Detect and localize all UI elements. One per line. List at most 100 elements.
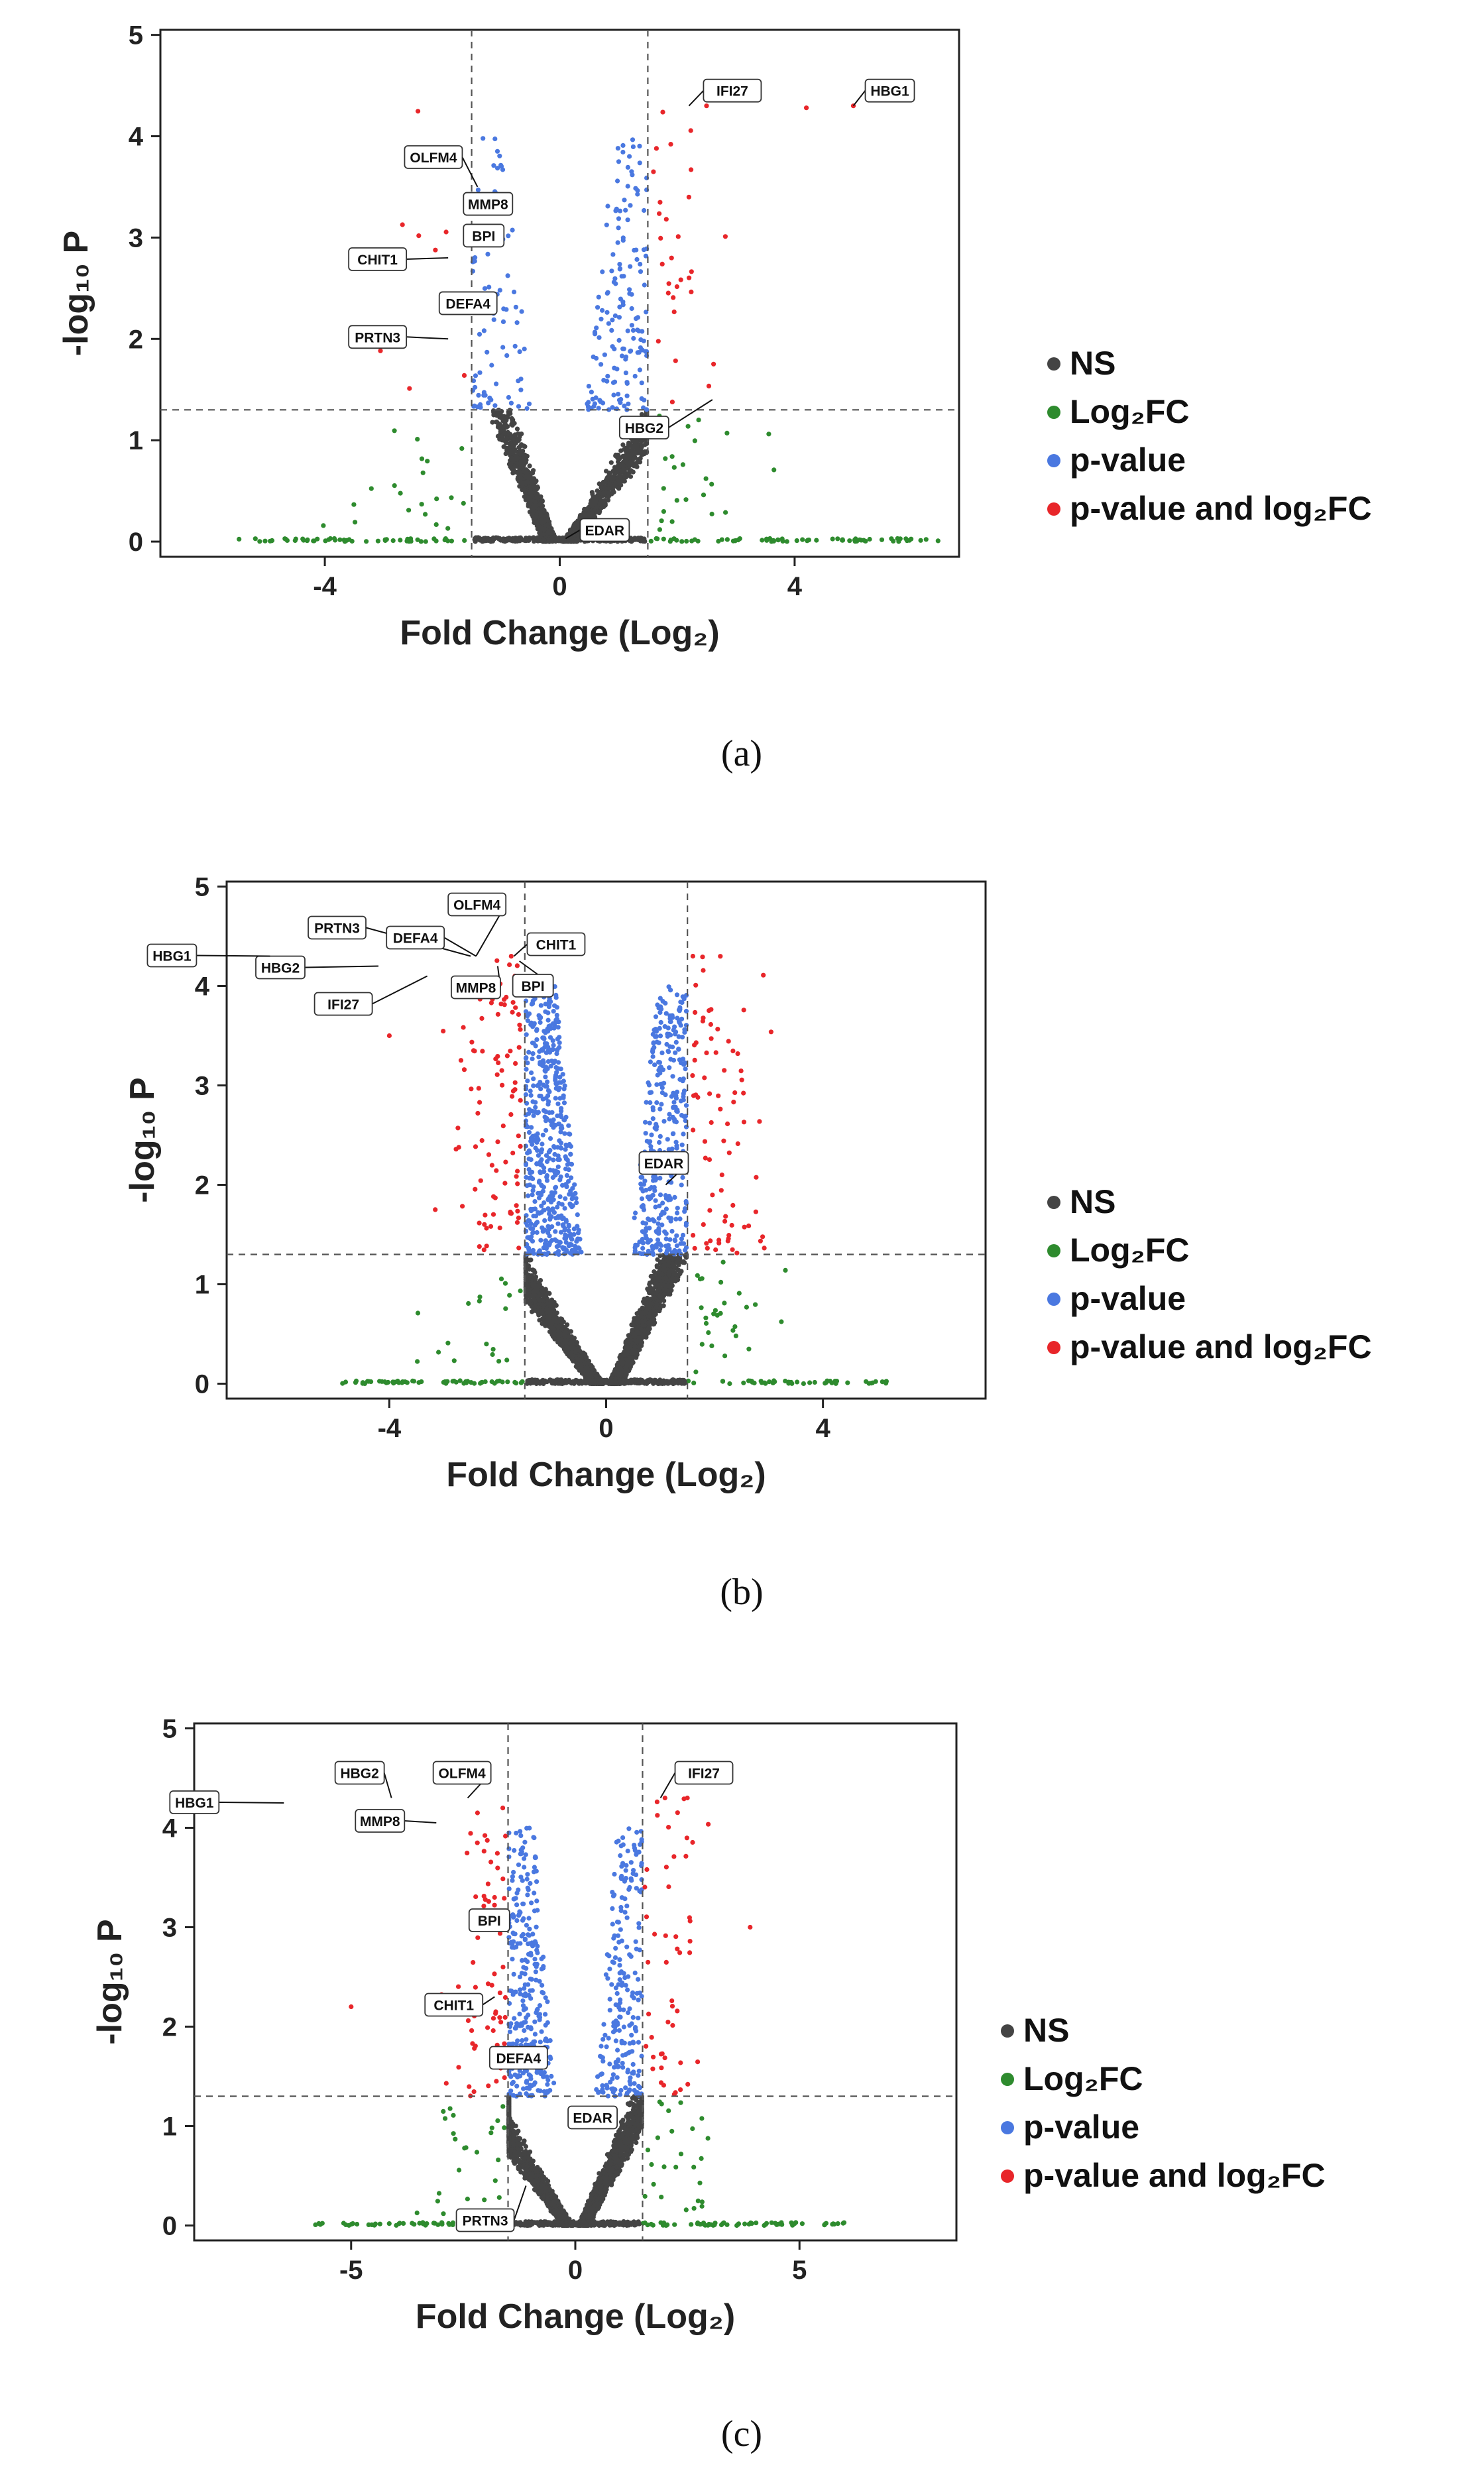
data-point [891, 538, 896, 544]
data-point [693, 1369, 699, 1375]
data-point [461, 500, 466, 506]
data-point [473, 373, 479, 378]
data-point [547, 1329, 553, 1334]
data-point [625, 184, 630, 189]
data-point [530, 506, 535, 512]
data-point [398, 538, 403, 543]
data-point [504, 307, 509, 312]
data-point [534, 514, 539, 519]
data-point [669, 255, 674, 260]
data-point [642, 207, 647, 213]
data-point [651, 1295, 656, 1300]
data-point [814, 538, 819, 543]
data-point [498, 1276, 504, 1281]
data-point [551, 1326, 557, 1332]
data-point [527, 535, 532, 541]
data-point [634, 257, 640, 262]
data-point [301, 538, 306, 543]
data-point [732, 538, 738, 544]
data-point [605, 203, 610, 209]
data-point [716, 538, 721, 544]
data-point [689, 167, 694, 172]
data-point [504, 1358, 510, 1363]
data-point [617, 463, 622, 469]
data-point [433, 538, 439, 544]
data-point [699, 1342, 705, 1347]
data-point [529, 1304, 534, 1309]
data-point [538, 494, 543, 499]
data-point [505, 430, 511, 435]
data-point [592, 329, 598, 335]
data-point [353, 520, 358, 525]
data-point [631, 335, 636, 341]
data-point [689, 269, 694, 274]
data-point [648, 1318, 654, 1324]
data-point [753, 1302, 758, 1307]
data-point [617, 266, 622, 272]
data-point [780, 538, 785, 544]
data-point [629, 538, 634, 543]
data-point [661, 509, 667, 514]
data-point [506, 536, 512, 541]
data-point [586, 384, 592, 389]
data-point [464, 1380, 469, 1385]
data-point [445, 526, 451, 531]
data-point [538, 1278, 543, 1283]
data-point [443, 1381, 449, 1386]
data-point [528, 1257, 534, 1263]
data-point [398, 491, 403, 496]
data-point [436, 1350, 441, 1355]
data-point [620, 442, 626, 447]
data-point [494, 419, 500, 425]
data-point [835, 536, 840, 542]
data-point [509, 450, 514, 456]
data-point [503, 1306, 508, 1311]
data-point [416, 233, 422, 239]
data-point [624, 380, 630, 386]
data-point [771, 467, 777, 473]
data-point [669, 1280, 675, 1285]
data-point [520, 448, 526, 453]
data-point [645, 1286, 650, 1292]
data-point [625, 217, 630, 223]
data-point [669, 399, 675, 405]
data-point [360, 1381, 365, 1386]
data-point [490, 1352, 495, 1358]
data-point [594, 325, 599, 331]
data-point [696, 418, 701, 423]
panel-1: IFI27 HBG1OLFM4MMP8BPICHIT1DEFA4PRTN3HBG2… [57, 21, 1372, 774]
data-point [630, 439, 636, 444]
data-point [283, 536, 288, 542]
data-point [540, 518, 545, 523]
data-point [623, 354, 629, 360]
y-tick-label: 1 [129, 426, 143, 455]
data-point [613, 453, 618, 459]
data-point [723, 510, 728, 515]
data-point [627, 154, 632, 159]
data-point [505, 415, 510, 420]
data-point [668, 142, 673, 147]
data-point [547, 528, 553, 533]
data-point [628, 349, 633, 354]
x-tick-label: 4 [787, 572, 803, 601]
data-point [650, 1291, 655, 1296]
data-point [639, 396, 644, 402]
data-point [485, 251, 490, 257]
data-point [627, 291, 632, 296]
data-point [532, 499, 538, 505]
legend-marker [1047, 502, 1060, 516]
data-point [746, 1378, 752, 1383]
data-point [560, 538, 566, 544]
data-point [501, 538, 506, 544]
legend-label: p-value [1070, 441, 1186, 479]
data-point [775, 537, 781, 543]
data-point [636, 350, 642, 355]
data-point [525, 479, 530, 485]
data-point [567, 1334, 572, 1339]
data-point [801, 1381, 806, 1386]
data-point [351, 502, 357, 507]
data-point [475, 404, 480, 410]
data-point [490, 1347, 496, 1352]
data-point [689, 289, 694, 294]
